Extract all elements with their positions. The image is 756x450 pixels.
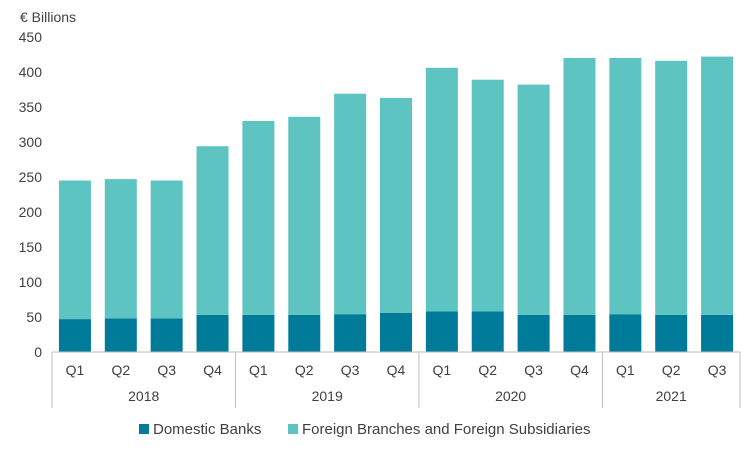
bar-foreign-branches — [58, 180, 91, 320]
x-tick-label: Q1 — [433, 362, 452, 378]
bar-foreign-branches — [563, 58, 596, 315]
legend: Domestic Banks Foreign Branches and Forei… — [139, 421, 591, 438]
bar-domestic-banks — [425, 311, 458, 352]
x-tick-label: Q3 — [157, 362, 176, 378]
x-group-label: 2020 — [495, 388, 526, 404]
y-tick-label: 300 — [19, 134, 43, 150]
x-group-label: 2018 — [128, 388, 159, 404]
y-tick-label: 400 — [19, 64, 43, 80]
bar-foreign-branches — [242, 121, 275, 315]
x-tick-label: Q1 — [249, 362, 268, 378]
bar-domestic-banks — [517, 314, 550, 352]
y-tick-label: 250 — [19, 169, 43, 185]
bar-domestic-banks — [701, 314, 734, 352]
bar-domestic-banks — [471, 311, 504, 352]
x-tick-label: Q2 — [111, 362, 130, 378]
bar-domestic-banks — [104, 318, 137, 352]
y-tick-label: 150 — [19, 239, 43, 255]
bars — [58, 56, 734, 352]
bar-domestic-banks — [150, 318, 183, 352]
bar-foreign-branches — [104, 179, 137, 319]
bar-foreign-branches — [425, 67, 458, 312]
x-tick-label: Q1 — [66, 362, 85, 378]
bar-foreign-branches — [471, 79, 504, 312]
x-tick-label: Q4 — [570, 362, 589, 378]
y-tick-label: 50 — [26, 309, 42, 325]
bar-foreign-branches — [150, 180, 183, 319]
bar-foreign-branches — [334, 93, 367, 315]
x-tick-label: Q2 — [478, 362, 497, 378]
x-axis: Q1 Q2 Q3 Q4 Q1 Q2 Q3 Q4 Q1 Q2 Q3 Q4 Q1 Q2 Q3 2018 2019 20… — [51, 351, 741, 408]
y-axis: 0 50 100 150 200 250 300 350 400 450 — [19, 29, 43, 360]
x-tick-label: Q1 — [616, 362, 635, 378]
y-tick-label: 450 — [19, 29, 43, 45]
bar-domestic-banks — [242, 314, 275, 352]
bar-domestic-banks — [380, 312, 412, 352]
bar-foreign-branches — [701, 56, 734, 315]
bar-foreign-branches — [380, 97, 412, 313]
x-group-label: 2021 — [656, 388, 687, 404]
bar-domestic-banks — [655, 314, 688, 352]
bar-domestic-banks — [563, 314, 596, 352]
x-tick-label: Q4 — [387, 362, 406, 378]
y-tick-label: 100 — [19, 274, 43, 290]
legend-foreign-branches-label: Foreign Branches and Foreign Subsidiarie… — [302, 421, 591, 438]
legend-domestic-banks-label: Domestic Banks — [153, 421, 261, 438]
y-tick-label: 0 — [34, 344, 42, 360]
y-tick-label: 200 — [19, 204, 43, 220]
y-axis-unit-label: € Billions — [20, 9, 76, 25]
bar-foreign-branches — [655, 60, 688, 315]
x-tick-label: Q3 — [341, 362, 360, 378]
y-tick-label: 350 — [19, 99, 43, 115]
x-tick-label: Q2 — [662, 362, 681, 378]
x-tick-label: Q3 — [708, 362, 727, 378]
legend-foreign-branches-swatch — [288, 424, 298, 434]
legend-domestic-banks-swatch — [139, 424, 149, 434]
bar-foreign-branches — [288, 116, 321, 315]
bar-foreign-branches — [517, 84, 550, 315]
bar-domestic-banks — [334, 314, 367, 352]
bar-foreign-branches — [609, 58, 642, 315]
x-tick-label: Q4 — [203, 362, 222, 378]
x-group-label: 2019 — [312, 388, 343, 404]
x-tick-label: Q3 — [524, 362, 543, 378]
bar-domestic-banks — [196, 314, 229, 352]
bar-domestic-banks — [609, 314, 642, 352]
x-tick-label: Q2 — [295, 362, 314, 378]
bar-domestic-banks — [288, 314, 321, 352]
bar-domestic-banks — [58, 319, 91, 352]
bar-foreign-branches — [196, 146, 229, 315]
